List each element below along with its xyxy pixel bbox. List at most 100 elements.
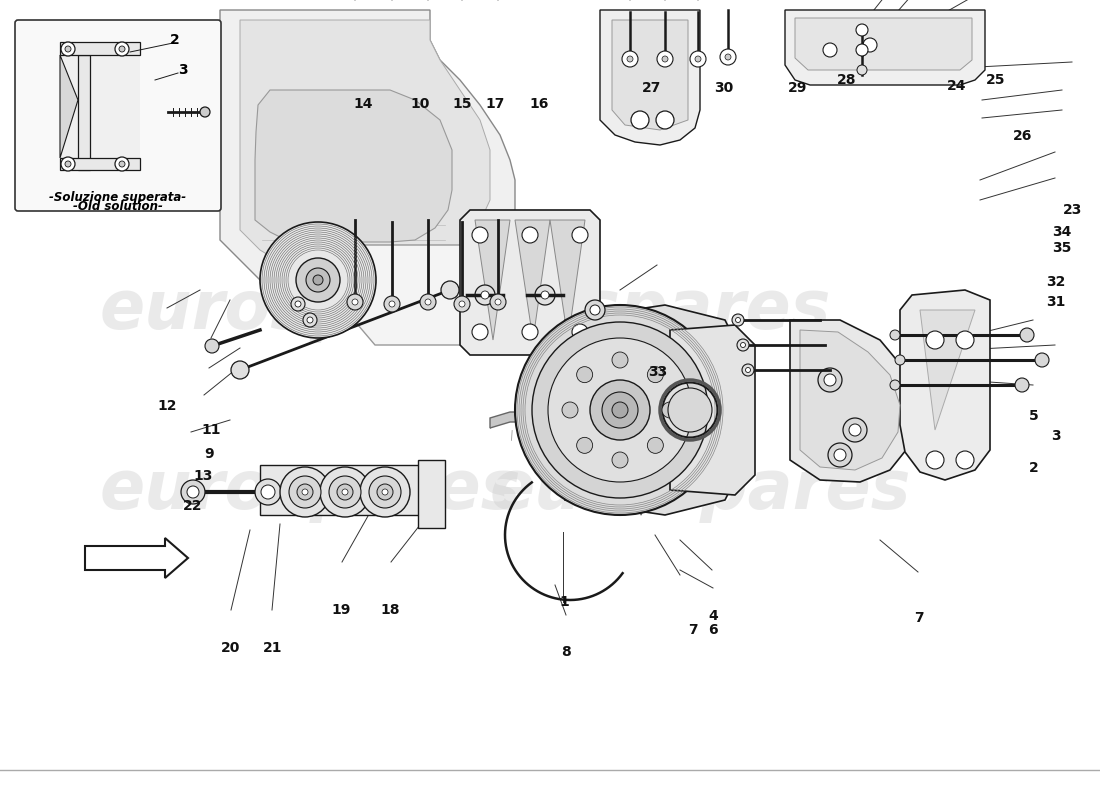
Polygon shape [475,220,510,340]
Circle shape [329,476,361,508]
Circle shape [1015,378,1028,392]
Circle shape [119,46,125,52]
Circle shape [926,331,944,349]
Circle shape [205,339,219,353]
Text: 2: 2 [170,33,180,47]
Text: eurospares: eurospares [409,277,830,343]
Polygon shape [800,330,900,470]
Text: 4: 4 [708,609,717,623]
Circle shape [621,51,638,67]
Text: 7: 7 [689,623,697,638]
Circle shape [260,222,376,338]
Polygon shape [900,290,990,480]
Circle shape [382,489,388,495]
Circle shape [740,342,746,347]
Circle shape [956,331,974,349]
Circle shape [856,44,868,56]
Circle shape [425,299,431,305]
Circle shape [823,43,837,57]
Circle shape [648,438,663,454]
Text: 33: 33 [648,365,668,379]
Circle shape [535,285,556,305]
Text: 11: 11 [201,423,221,438]
Polygon shape [785,10,984,85]
Text: 5: 5 [1030,409,1038,423]
Circle shape [824,374,836,386]
Circle shape [337,484,353,500]
Circle shape [742,364,754,376]
Circle shape [420,294,436,310]
Text: 32: 32 [1046,274,1066,289]
Circle shape [725,54,732,60]
Circle shape [389,301,395,307]
Polygon shape [460,210,600,355]
Circle shape [864,38,877,52]
Polygon shape [550,220,585,340]
Circle shape [602,392,638,428]
Circle shape [495,299,500,305]
Text: 10: 10 [410,97,430,111]
Text: 2: 2 [1030,461,1038,475]
Circle shape [292,297,305,311]
Circle shape [297,484,313,500]
Circle shape [657,51,673,67]
Text: 19: 19 [331,602,351,617]
Polygon shape [515,220,550,340]
Circle shape [441,281,459,299]
Circle shape [890,380,900,390]
Text: -Old solution-: -Old solution- [73,199,163,213]
Circle shape [255,479,280,505]
Circle shape [60,42,75,56]
Text: 16: 16 [529,97,549,111]
Circle shape [843,418,867,442]
Circle shape [956,451,974,469]
Circle shape [302,313,317,327]
Text: 8: 8 [562,645,571,659]
Text: 18: 18 [381,602,400,617]
Circle shape [737,339,749,351]
Polygon shape [418,460,446,528]
Circle shape [562,402,578,418]
Text: eurospares: eurospares [99,457,520,523]
Circle shape [590,380,650,440]
Circle shape [200,107,210,117]
FancyBboxPatch shape [15,20,221,211]
Text: 24: 24 [947,79,967,94]
Circle shape [116,42,129,56]
Circle shape [662,402,678,418]
Circle shape [261,485,275,499]
Circle shape [856,24,868,36]
Text: 12: 12 [157,399,177,414]
Circle shape [289,476,321,508]
Circle shape [472,227,488,243]
Polygon shape [60,55,78,158]
Text: eurospares: eurospares [490,457,911,523]
Circle shape [481,291,490,299]
Circle shape [65,161,72,167]
Circle shape [459,301,465,307]
Circle shape [926,451,944,469]
Circle shape [1035,353,1049,367]
Polygon shape [240,20,490,270]
Text: 35: 35 [1052,241,1071,255]
Text: 14: 14 [353,97,373,111]
Polygon shape [78,55,90,170]
Circle shape [612,352,628,368]
Circle shape [746,367,750,373]
Circle shape [320,467,370,517]
Circle shape [454,296,470,312]
Circle shape [548,338,692,482]
Text: 21: 21 [263,641,283,655]
Text: 3: 3 [1052,429,1060,443]
Circle shape [895,355,905,365]
Polygon shape [60,42,140,170]
Circle shape [834,449,846,461]
Circle shape [296,258,340,302]
Text: 3: 3 [178,63,188,77]
Circle shape [295,301,301,307]
Circle shape [368,476,402,508]
Circle shape [690,51,706,67]
Polygon shape [60,158,140,170]
Circle shape [515,305,725,515]
Circle shape [231,361,249,379]
